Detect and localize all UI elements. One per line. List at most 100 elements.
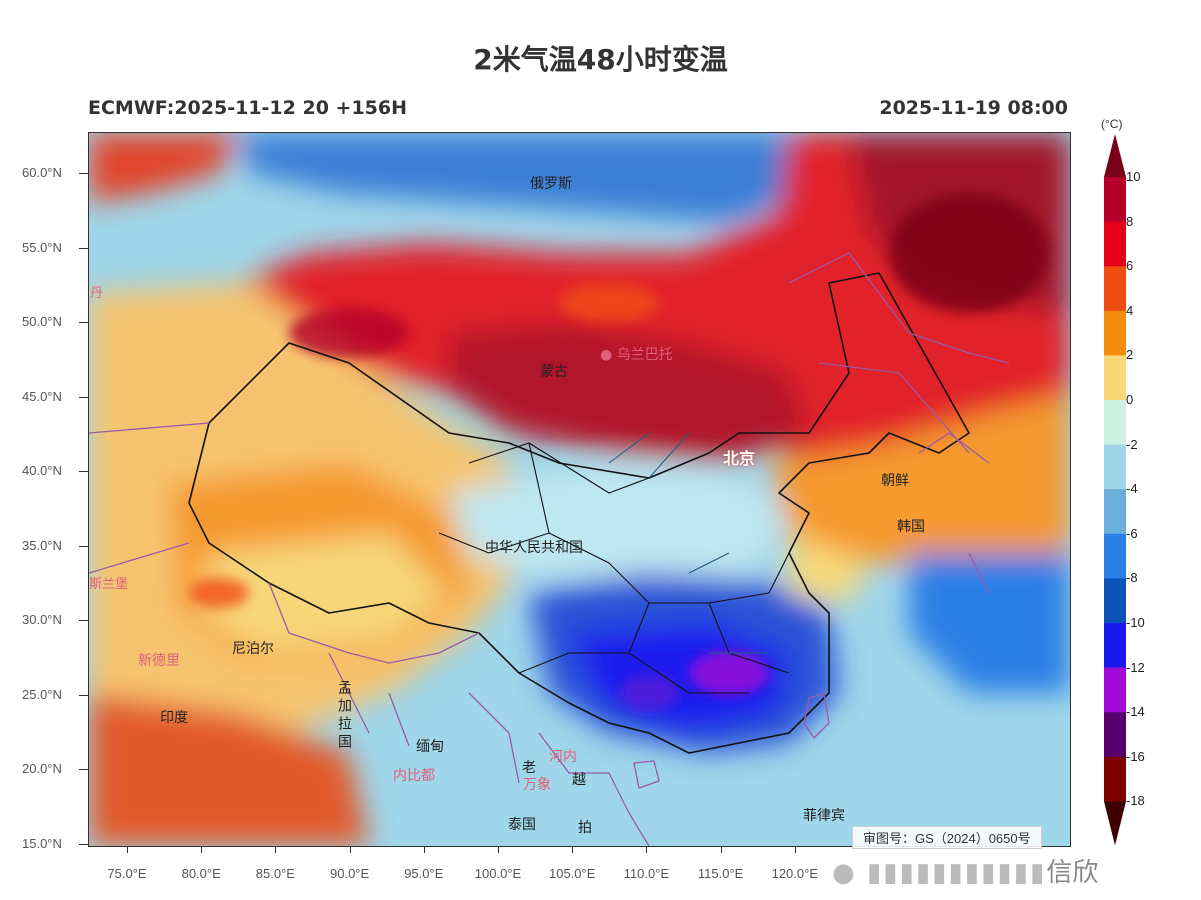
colorbar-label: 0 [1126, 392, 1134, 407]
colorbar-label: -10 [1126, 615, 1145, 630]
lon-tick-label: 105.0°E [548, 866, 596, 881]
lon-tick [498, 845, 499, 853]
label-india: 印度 [160, 710, 188, 726]
colorbar-segment [1104, 533, 1126, 579]
temperature-field [89, 133, 1070, 846]
colorbar-label: -8 [1126, 570, 1138, 586]
label-philippines: 菲律宾 [803, 808, 845, 824]
lon-tick-label: 120.0°E [771, 866, 818, 881]
label-dan: 丹 [90, 286, 104, 301]
colorbar-bottom-arrow [1104, 801, 1126, 846]
lon-tick-label: 80.0°E [181, 866, 221, 881]
colorbar-segment [1104, 712, 1126, 758]
colorbar-top-arrow [1104, 134, 1126, 177]
colorbar-segment [1104, 310, 1126, 356]
colorbar-segment [1104, 667, 1126, 713]
map-approval-number: 审图号：GS（2024）0650号 [852, 826, 1042, 849]
lon-tick-label: 115.0°E [697, 866, 744, 881]
map-borders [89, 252, 1010, 846]
lon-tick-label: 75.0°E [107, 866, 147, 881]
lon-tick-label: 110.0°E [623, 866, 670, 881]
lat-tick [79, 173, 88, 174]
lat-tick [79, 694, 88, 696]
colorbar-label: -6 [1126, 525, 1138, 541]
colorbar-label: -18 [1126, 793, 1145, 809]
label-naypyidaw: 内比都 [393, 768, 435, 784]
lat-tick [79, 769, 88, 770]
lat-tick-label: 25.0°N [22, 686, 62, 702]
lat-tick-label: 40.0°N [22, 463, 62, 478]
colorbar-label: 6 [1126, 258, 1134, 274]
lat-tick [79, 620, 88, 621]
label-vientiane: 万象 [523, 777, 551, 793]
lon-tick [646, 845, 648, 853]
label-thailand: 泰国 [508, 817, 536, 833]
lat-tick-label: 45.0°N [22, 388, 62, 404]
colorbar-label: -4 [1126, 481, 1138, 497]
lon-tick [275, 845, 277, 853]
colorbar-segment [1104, 355, 1126, 401]
lat-tick [79, 322, 88, 323]
lat-tick [79, 545, 88, 547]
colorbar [1104, 134, 1126, 846]
colorbar-label: 10 [1126, 169, 1141, 184]
label-hanoi: 河内 [549, 749, 577, 765]
colorbar-segment [1104, 221, 1126, 267]
lat-tick [79, 396, 88, 398]
colorbar-unit: (°C) [1101, 117, 1123, 131]
lat-tick-label: 20.0°N [22, 761, 62, 776]
colorbar-segment [1104, 623, 1126, 669]
label-mongolia: 蒙古 [540, 364, 568, 380]
colorbar-segment [1104, 489, 1126, 535]
lon-tick [127, 845, 128, 853]
lat-tick-label: 50.0°N [22, 314, 62, 329]
colorbar-label: -16 [1126, 748, 1145, 764]
temperature-change-map [88, 132, 1071, 847]
model-run-label: ECMWF:2025-11-12 20 +156H [88, 97, 408, 119]
label-south-korea: 韩国 [897, 519, 925, 535]
lon-tick [349, 845, 351, 853]
lon-tick-label: 95.0°E [404, 866, 444, 881]
colorbar-segment [1104, 444, 1126, 490]
lon-tick [720, 845, 722, 853]
lat-tick-label: 35.0°N [22, 537, 62, 553]
label-laos: 老 [522, 760, 536, 776]
label-china: 中华人民共和国 [485, 540, 583, 556]
label-bangladesh: 孟加拉国 [336, 680, 352, 752]
lat-tick [79, 843, 88, 845]
colorbar-label: 4 [1126, 302, 1134, 318]
colorbar-segment [1104, 266, 1126, 312]
colorbar-segment [1104, 177, 1126, 223]
lat-tick-label: 30.0°N [22, 612, 62, 627]
map-canvas [89, 133, 1070, 846]
label-islamabad: 斯兰堡 [89, 577, 129, 592]
watermark: ● ▮▮▮▮▮▮▮▮▮▮▮信欣 [832, 858, 1099, 888]
label-vietnam: 越 [572, 772, 586, 788]
lon-tick [201, 845, 203, 853]
lon-tick-label: 90.0°E [330, 866, 370, 881]
lat-tick-label: 55.0°N [22, 239, 62, 255]
label-new-delhi: 新德里 [138, 653, 180, 669]
lon-tick [794, 845, 796, 853]
label-beijing: 北京 [723, 449, 756, 468]
label-russia: 俄罗斯 [530, 176, 572, 192]
label-ulaanbaatar: ● 乌兰巴托 [600, 347, 673, 363]
lon-tick [423, 845, 425, 853]
label-north-korea: 朝鲜 [881, 473, 909, 489]
colorbar-label: -12 [1126, 659, 1145, 675]
label-cambodia: 拍 [578, 820, 592, 836]
lat-tick-label: 60.0°N [22, 165, 62, 180]
valid-time-label: 2025-11-19 08:00 [879, 97, 1068, 119]
colorbar-segment [1104, 400, 1126, 446]
colorbar-label: 8 [1126, 213, 1134, 229]
chart-title: 2米气温48小时变温 [473, 43, 728, 76]
lat-tick-label: 15.0°N [22, 835, 62, 851]
label-myanmar: 缅甸 [416, 739, 444, 755]
lat-tick [79, 247, 88, 249]
label-nepal: 尼泊尔 [232, 641, 274, 657]
colorbar-segment [1104, 578, 1126, 624]
lon-tick-label: 100.0°E [474, 866, 522, 881]
colorbar-label: 2 [1126, 347, 1134, 363]
colorbar-label: -2 [1126, 436, 1138, 452]
colorbar-label: -14 [1126, 704, 1145, 720]
